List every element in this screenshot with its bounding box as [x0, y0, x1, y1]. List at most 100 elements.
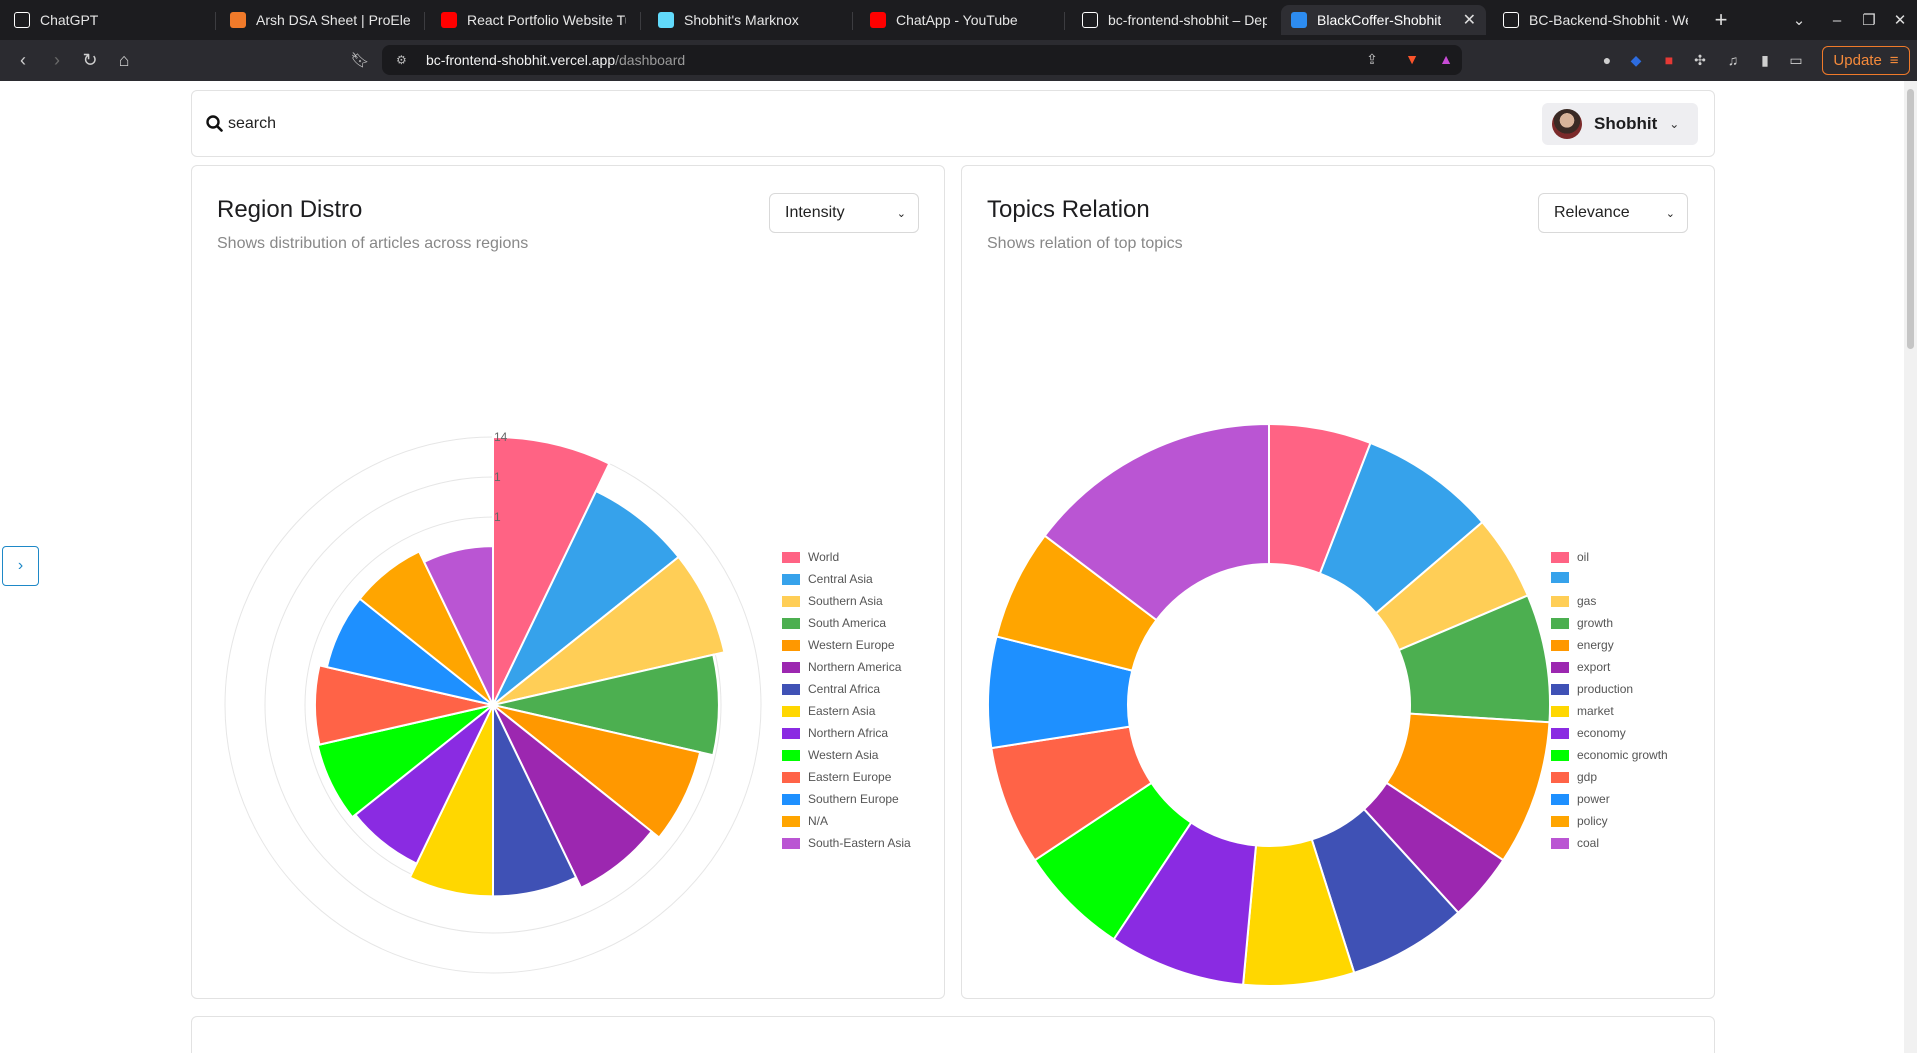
- legend-item[interactable]: export: [1551, 660, 1610, 674]
- browser-tab[interactable]: BlackCoffer-Shobhit ✕: [1281, 5, 1486, 35]
- topics-relation-card: Topics Relation Shows relation of top to…: [961, 165, 1715, 999]
- browser-tab[interactable]: BC-Backend-Shobhit · Web: [1493, 5, 1698, 35]
- legend-label: gdp: [1577, 770, 1597, 784]
- minimize-icon[interactable]: –: [1822, 5, 1852, 35]
- legend-label: Southern Europe: [808, 792, 899, 806]
- browser-tab[interactable]: ChatApp - YouTube: [860, 5, 1060, 35]
- new-tab-button[interactable]: +: [1706, 5, 1736, 35]
- legend-item[interactable]: economic growth: [1551, 748, 1668, 762]
- next-card: [191, 1016, 1715, 1053]
- legend-item[interactable]: World: [782, 550, 839, 564]
- top-header: Shobhit ⌄: [191, 90, 1715, 157]
- browser-tab[interactable]: bc-frontend-shobhit – Deplo: [1072, 5, 1277, 35]
- wallet-icon[interactable]: ▭: [1786, 50, 1806, 70]
- close-window-icon[interactable]: ✕: [1885, 5, 1915, 35]
- chatgpt-icon: [14, 12, 30, 28]
- legend-item[interactable]: production: [1551, 682, 1633, 696]
- legend-item[interactable]: Southern Europe: [782, 792, 899, 806]
- tab-separator: [1064, 12, 1065, 30]
- legend-label: export: [1577, 660, 1610, 674]
- reload-icon[interactable]: ↻: [75, 45, 105, 75]
- react-icon: [658, 12, 674, 28]
- legend-item[interactable]: Eastern Asia: [782, 704, 875, 718]
- region-distro-card: Region Distro Shows distribution of arti…: [191, 165, 945, 999]
- legend-item[interactable]: coal: [1551, 836, 1599, 850]
- url-path: /dashboard: [615, 52, 685, 68]
- user-name: Shobhit: [1594, 114, 1657, 134]
- sidebar-expand-button[interactable]: ›: [2, 546, 39, 586]
- vercel-icon: [1082, 12, 1098, 28]
- user-menu-button[interactable]: Shobhit ⌄: [1542, 103, 1698, 145]
- browser-tab[interactable]: Shobhit's Marknox: [648, 5, 848, 35]
- legend-item[interactable]: gas: [1551, 594, 1596, 608]
- scrollbar-thumb[interactable]: [1907, 89, 1914, 349]
- legend-item[interactable]: South America: [782, 616, 886, 630]
- brave-shields-icon[interactable]: ▼: [1400, 47, 1424, 71]
- legend-item[interactable]: gdp: [1551, 770, 1597, 784]
- legend-item[interactable]: power: [1551, 792, 1610, 806]
- legend-item[interactable]: Eastern Europe: [782, 770, 891, 784]
- legend-item[interactable]: Western Asia: [782, 748, 878, 762]
- tab-title: bc-frontend-shobhit – Deplo: [1108, 12, 1267, 28]
- avatar: [1552, 109, 1582, 139]
- legend-swatch: [782, 596, 800, 607]
- forward-icon[interactable]: ›: [42, 45, 72, 75]
- legend-item[interactable]: Northern America: [782, 660, 901, 674]
- legend-item[interactable]: Southern Asia: [782, 594, 883, 608]
- legend-swatch: [782, 728, 800, 739]
- browser-tab[interactable]: ChatGPT: [4, 5, 211, 35]
- legend-swatch: [1551, 772, 1569, 783]
- legend-swatch: [1551, 640, 1569, 651]
- address-bar[interactable]: ⚙ bc-frontend-shobhit.vercel.app/dashboa…: [382, 45, 1462, 75]
- bookmark-icon[interactable]: 🔖︎: [345, 45, 375, 75]
- legend-swatch: [1551, 794, 1569, 805]
- legend-item[interactable]: Central Asia: [782, 572, 873, 586]
- legend-item[interactable]: growth: [1551, 616, 1613, 630]
- legend-item[interactable]: Central Africa: [782, 682, 880, 696]
- legend-item[interactable]: economy: [1551, 726, 1626, 740]
- share-icon[interactable]: ⇪: [1360, 47, 1384, 71]
- back-icon[interactable]: ‹: [8, 45, 38, 75]
- tab-list-chevron-icon[interactable]: ⌄: [1784, 5, 1814, 35]
- legend-item[interactable]: Northern Africa: [782, 726, 888, 740]
- legend-swatch: [782, 750, 800, 761]
- extensions-puzzle-icon[interactable]: ✣: [1690, 50, 1710, 70]
- close-tab-icon[interactable]: ✕: [1455, 10, 1476, 30]
- app-icon: [1291, 12, 1307, 28]
- legend-item[interactable]: policy: [1551, 814, 1608, 828]
- legend-item[interactable]: oil: [1551, 550, 1589, 564]
- home-icon[interactable]: ⌂: [109, 45, 139, 75]
- legend-label: economic growth: [1577, 748, 1668, 762]
- extension-leaf-icon[interactable]: ●: [1597, 50, 1617, 70]
- brave-rewards-icon[interactable]: ▲: [1434, 47, 1458, 71]
- legend-label: growth: [1577, 616, 1613, 630]
- legend-label: coal: [1577, 836, 1599, 850]
- browser-tab[interactable]: React Portfolio Website Tuto: [431, 5, 636, 35]
- legend-swatch: [1551, 816, 1569, 827]
- legend-swatch: [782, 816, 800, 827]
- browser-tab[interactable]: Arsh DSA Sheet | ProElevate: [220, 5, 420, 35]
- browser-tab-strip: ChatGPT Arsh DSA Sheet | ProElevate React …: [0, 0, 1917, 40]
- extension-red-icon[interactable]: ■: [1659, 50, 1679, 70]
- media-music-icon[interactable]: ♫: [1723, 50, 1743, 70]
- bitwarden-icon[interactable]: ◆: [1626, 50, 1646, 70]
- sidebar-toggle-icon[interactable]: ▮: [1755, 50, 1775, 70]
- search-input[interactable]: [228, 108, 828, 140]
- legend-swatch: [782, 640, 800, 651]
- legend-item[interactable]: Western Europe: [782, 638, 895, 652]
- legend-item[interactable]: energy: [1551, 638, 1614, 652]
- legend-swatch: [1551, 838, 1569, 849]
- legend-label: Northern Africa: [808, 726, 888, 740]
- legend-item[interactable]: South-Eastern Asia: [782, 836, 911, 850]
- update-button[interactable]: Update ≡: [1822, 46, 1910, 75]
- page-scrollbar[interactable]: [1904, 81, 1917, 1053]
- legend-item[interactable]: market: [1551, 704, 1614, 718]
- legend-item[interactable]: [1551, 572, 1577, 583]
- tab-title: Shobhit's Marknox: [684, 12, 799, 28]
- maximize-icon[interactable]: ❐: [1854, 5, 1884, 35]
- tab-title: BC-Backend-Shobhit · Web: [1529, 12, 1688, 28]
- site-settings-icon[interactable]: ⚙: [396, 53, 416, 67]
- legend-swatch: [782, 618, 800, 629]
- legend-item[interactable]: N/A: [782, 814, 828, 828]
- dashboard-page: › Shobhit ⌄ Region Distro Shows distribu…: [0, 81, 1917, 1053]
